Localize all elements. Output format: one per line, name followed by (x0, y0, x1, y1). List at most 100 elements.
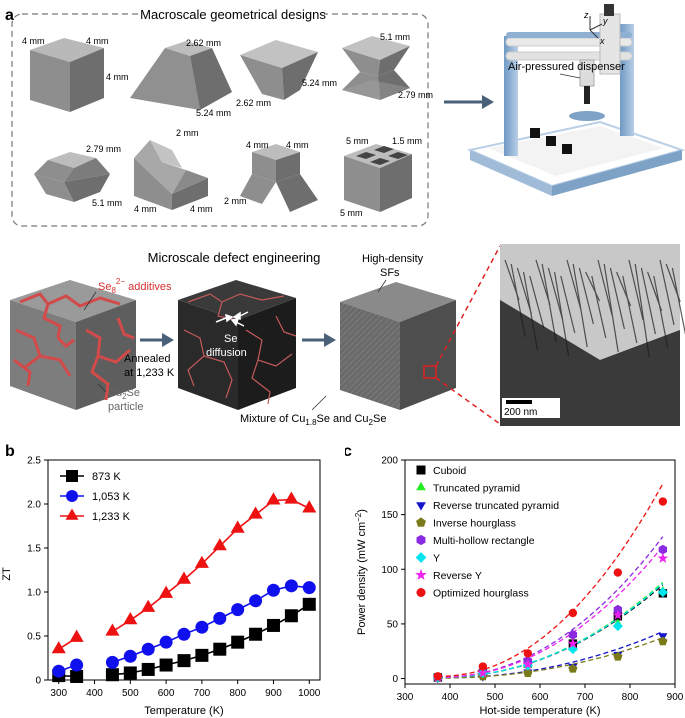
data-point (230, 520, 245, 533)
se-diffusion-2: diffusion (206, 347, 247, 359)
legend-marker (416, 502, 426, 511)
data-point (213, 611, 227, 625)
fit-curve (437, 637, 664, 679)
cube-stacking-faults: High-density SFs (340, 253, 456, 410)
data-point (567, 643, 578, 655)
xtick-label: 700 (194, 688, 211, 699)
data-point (658, 636, 668, 646)
plot-frame-b (47, 459, 321, 681)
arrow-anneal: Annealed at 1,233 K (124, 333, 175, 379)
data-point (433, 672, 443, 681)
data-point (266, 618, 280, 632)
legend-label: 873 K (92, 471, 121, 483)
data-point (266, 492, 281, 505)
dim-invhour-1: 5.1 mm (380, 32, 410, 42)
legend-label: Reverse Y (433, 570, 482, 582)
sfs-label-1: High-density (362, 253, 424, 265)
cube-diffusion: Se diffusion (178, 280, 297, 410)
data-point (657, 587, 668, 598)
data-point (159, 658, 173, 672)
zoom-line-bottom (435, 377, 501, 425)
axis-x: x (599, 36, 605, 46)
xtick-label: 600 (158, 688, 175, 699)
legend-marker (416, 534, 426, 546)
data-point (212, 538, 227, 551)
zoom-line-top (435, 245, 501, 367)
data-point (177, 654, 191, 668)
data-point (302, 597, 316, 611)
data-point (105, 655, 119, 669)
axis-z: z (583, 10, 589, 20)
ytick-label: 0 (392, 674, 398, 685)
xtick-label: 900 (265, 688, 282, 699)
data-point (70, 658, 84, 672)
legend-marker (416, 588, 426, 597)
data-point (613, 568, 623, 577)
shape-inverse-hourglass: 5.1 mm 2.79 mm (342, 32, 433, 100)
ytick-label: 1.0 (27, 588, 41, 599)
legend-label: 1,233 K (92, 511, 131, 523)
xtick-label: 500 (487, 692, 504, 703)
legend-label: Optimized hourglass (433, 588, 529, 600)
xtick-label: 600 (532, 692, 549, 703)
data-point (302, 500, 317, 513)
legend-marker (415, 568, 427, 580)
data-point (523, 668, 533, 677)
legend-marker (66, 470, 78, 482)
data-point (284, 609, 298, 623)
dim-opthour-2: 5.1 mm (92, 198, 122, 208)
xtick-label: 500 (122, 688, 139, 699)
data-point (568, 608, 578, 618)
ytick-label: 0 (35, 676, 41, 687)
dim-revtrunc-1: 2.62 mm (236, 98, 271, 108)
data-point (248, 506, 263, 519)
data-point (284, 491, 299, 504)
data-point (52, 664, 66, 678)
fit-curve (437, 536, 664, 679)
dim-revy-2: 4 mm (286, 140, 309, 150)
dim-cube-2: 4 mm (86, 36, 109, 46)
ytick-label: 2.0 (27, 500, 41, 511)
dim-y-2: 4 mm (134, 204, 157, 214)
xtick-label: 700 (577, 692, 594, 703)
data-point (231, 603, 245, 617)
legend-label: Cuboid (433, 465, 466, 477)
annealed-temp: at 1,233 K (124, 367, 175, 379)
data-point (194, 555, 209, 568)
data-point (231, 635, 245, 649)
xlabel-c: Hot-side temperature (K) (479, 705, 600, 717)
dim-y-1: 2 mm (176, 128, 199, 138)
data-point (141, 642, 155, 656)
ylabel-b: ZT (1, 567, 13, 581)
data-point (478, 662, 488, 671)
shape-optimized-hourglass: 2.79 mm 5.1 mm (34, 144, 122, 208)
panel-label-b: b (5, 443, 15, 460)
fit-curve (437, 631, 664, 679)
particle-label: Cu2Se (108, 387, 140, 401)
data-point (177, 627, 191, 641)
data-point (51, 641, 66, 654)
xtick-label: 800 (229, 688, 246, 699)
data-point (568, 663, 578, 673)
dim-invhour-2: 2.79 mm (398, 90, 433, 100)
data-point (69, 629, 84, 642)
data-point (195, 620, 209, 634)
dim-trunc-2: 5.24 mm (196, 108, 231, 118)
xtick-label: 300 (397, 692, 414, 703)
micro-title: Microscale defect engineering (148, 250, 321, 265)
arrow-to-sfs (302, 333, 336, 347)
panel-b-chart: b 300 400 500 600 700 800 900 1000 0 0.5 1.0 1.5 2.0… (1, 443, 321, 717)
panel-label-c: c (345, 443, 352, 460)
dim-trunc-1: 2.62 mm (186, 38, 221, 48)
dim-revy-3: 2 mm (224, 196, 247, 206)
dim-revtrunc-2: 5.24 mm (302, 78, 337, 88)
shape-reverse-y: 4 mm 4 mm 2 mm (224, 140, 318, 212)
dim-cube-1: 4 mm (22, 36, 45, 46)
data-point (123, 666, 137, 680)
shape-truncated-pyramid: 2.62 mm 5.24 mm (130, 38, 232, 118)
sfs-label-2: SFs (380, 267, 400, 279)
legend-marker (66, 490, 78, 502)
data-point (123, 649, 137, 663)
data-point (612, 609, 624, 620)
data-point (658, 497, 668, 506)
